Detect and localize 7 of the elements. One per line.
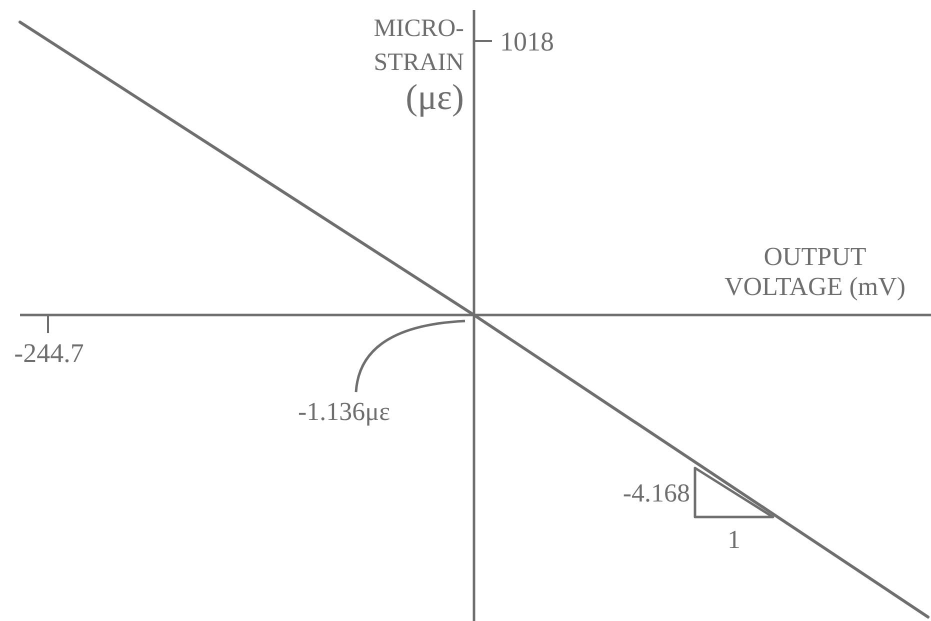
annotation: 1018 — [500, 26, 554, 56]
annotation: 1 — [728, 525, 740, 554]
x-axis-title: OUTPUT VOLTAGE (mV) — [724, 242, 906, 302]
annotation: -244.7 — [14, 338, 84, 368]
annotation: -4.168 — [622, 478, 690, 508]
y-axis-title: MICRO- STRAIN (με) — [374, 15, 464, 117]
annotation: -1.136με — [298, 397, 390, 426]
